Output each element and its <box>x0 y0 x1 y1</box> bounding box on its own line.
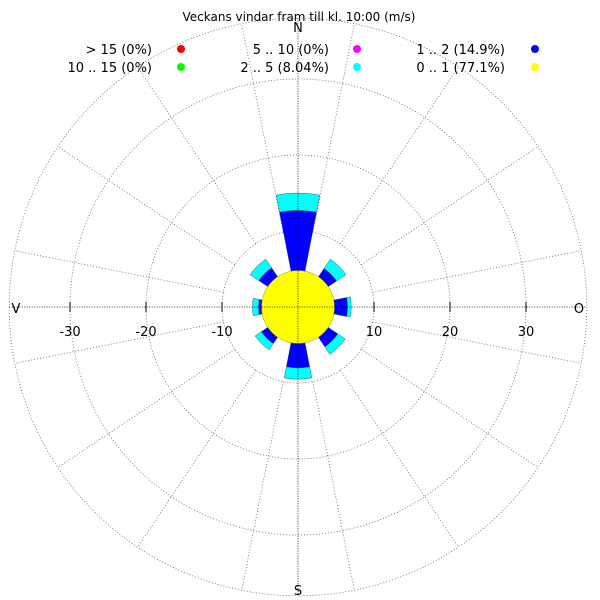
petal-cyan-V <box>252 298 260 316</box>
direction-north-label: N <box>293 21 303 36</box>
grid-sector-line <box>312 23 355 233</box>
direction-west-label: V <box>12 302 21 317</box>
grid-sector-line <box>137 66 257 245</box>
x-tick-label: 30 <box>518 325 535 340</box>
legend-marker <box>531 45 539 53</box>
legend-label: 1 .. 2 (14.9%) <box>416 43 505 58</box>
legend-label: 5 .. 10 (0%) <box>253 43 329 58</box>
grid-sector-line <box>241 23 284 233</box>
legend-marker <box>177 63 185 71</box>
legend-marker <box>531 63 539 71</box>
grid-sector-line <box>14 321 224 364</box>
grid-sector-line <box>241 381 284 591</box>
legend-label: 10 .. 15 (0%) <box>67 61 152 76</box>
legend: > 15 (0%) 5 .. 10 (0%) 1 .. 2 (14.9%) 10 ..… <box>67 43 539 76</box>
chart-title: Veckans vindar fram till kl. 10:00 (m/s) <box>183 10 416 24</box>
grid-sector-line <box>312 381 355 591</box>
legend-label: > 15 (0%) <box>86 43 152 58</box>
grid-sector-line <box>137 369 257 548</box>
grid-sector-line <box>339 66 459 245</box>
grid-sector-line <box>372 321 582 364</box>
legend-marker <box>177 45 185 53</box>
direction-east-label: O <box>574 302 584 317</box>
grid-sector-line <box>57 348 236 468</box>
x-tick-label: 10 <box>366 325 383 340</box>
x-tick-label: 20 <box>442 325 459 340</box>
legend-marker <box>353 45 361 53</box>
grid-sector-line <box>339 369 459 548</box>
grid-sector-line <box>360 146 539 266</box>
x-tick-label: -10 <box>211 325 232 340</box>
grid-sector-line <box>360 348 539 468</box>
direction-south-label: S <box>294 584 302 599</box>
x-tick-label: -20 <box>135 325 156 340</box>
grid-sector-line <box>372 250 582 293</box>
legend-marker <box>353 63 361 71</box>
grid-sector-line <box>14 250 224 293</box>
grid-sector-line <box>57 146 236 266</box>
legend-label: 0 .. 1 (77.1%) <box>416 61 505 76</box>
axes: -30 -20 -10 10 20 30 <box>9 18 587 596</box>
petals <box>249 192 352 380</box>
legend-label: 2 .. 5 (8.04%) <box>240 61 329 76</box>
x-tick-label: -30 <box>59 325 80 340</box>
